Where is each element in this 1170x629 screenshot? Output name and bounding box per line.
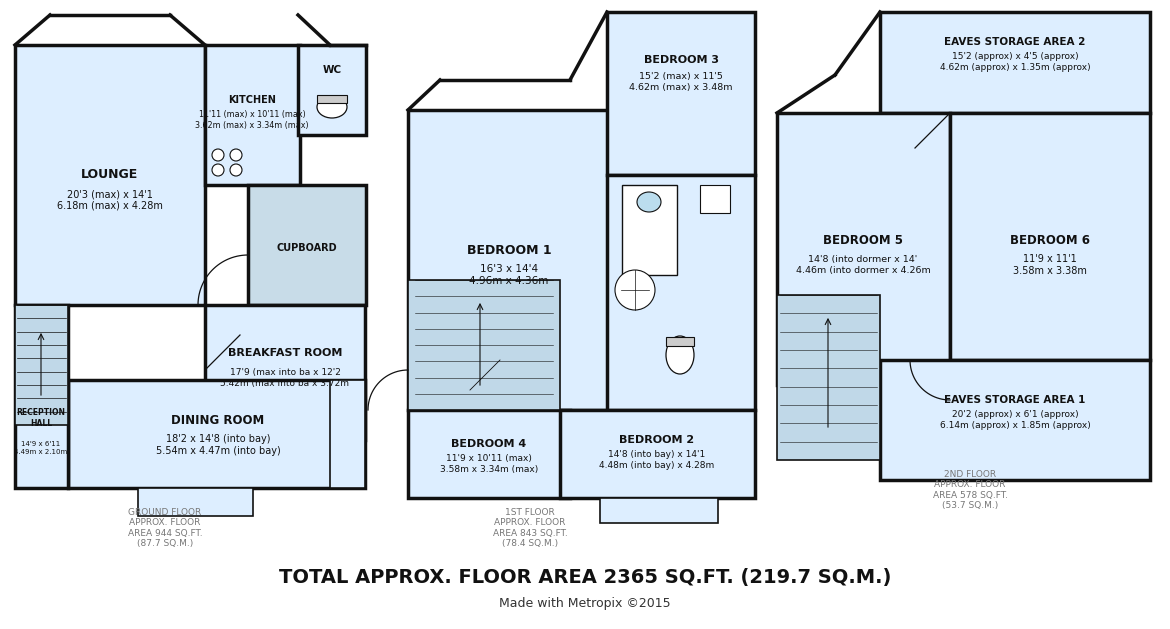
Circle shape: [230, 164, 242, 176]
Bar: [330, 380, 365, 488]
Text: 14'9 x 6'11
4.49m x 2.10m: 14'9 x 6'11 4.49m x 2.10m: [14, 442, 68, 455]
Text: BEDROOM 5: BEDROOM 5: [823, 233, 903, 247]
Bar: [298, 45, 366, 135]
Bar: [15, 305, 68, 488]
Bar: [15, 305, 68, 425]
Text: 14'8 (into bay) x 14'1
4.48m (into bay) x 4.28m: 14'8 (into bay) x 14'1 4.48m (into bay) …: [599, 450, 715, 470]
Text: 11'11 (max) x 10'11 (max)
3.62m (max) x 3.34m (max): 11'11 (max) x 10'11 (max) 3.62m (max) x …: [195, 110, 309, 130]
Bar: [950, 113, 1150, 360]
Bar: [622, 185, 677, 275]
Bar: [408, 410, 570, 498]
Text: 15'2 (max) x 11'5
4.62m (max) x 3.48m: 15'2 (max) x 11'5 4.62m (max) x 3.48m: [629, 72, 732, 92]
Bar: [607, 175, 755, 410]
Text: WC: WC: [323, 65, 342, 75]
Bar: [880, 12, 1150, 113]
Text: LOUNGE: LOUNGE: [82, 169, 138, 182]
Bar: [317, 95, 347, 103]
Text: 15'2 (approx) x 4'5 (approx)
4.62m (approx) x 1.35m (approx): 15'2 (approx) x 4'5 (approx) 4.62m (appr…: [940, 52, 1090, 72]
Text: 14'8 (into dormer x 14'
4.46m (into dormer x 4.26m: 14'8 (into dormer x 14' 4.46m (into dorm…: [796, 255, 930, 275]
Bar: [205, 305, 365, 440]
Bar: [248, 185, 366, 305]
Text: BEDROOM 3: BEDROOM 3: [644, 55, 718, 65]
Text: 18'2 x 14'8 (into bay)
5.54m x 4.47m (into bay): 18'2 x 14'8 (into bay) 5.54m x 4.47m (in…: [156, 434, 281, 456]
Circle shape: [212, 164, 223, 176]
Bar: [666, 337, 694, 346]
Ellipse shape: [666, 336, 694, 374]
Text: KITCHEN: KITCHEN: [228, 95, 276, 105]
Text: CUPBOARD: CUPBOARD: [276, 243, 337, 253]
Bar: [408, 280, 560, 410]
Text: BEDROOM 1: BEDROOM 1: [467, 243, 551, 257]
Bar: [777, 295, 880, 460]
Bar: [607, 12, 755, 175]
Bar: [138, 488, 253, 516]
Bar: [880, 360, 1150, 480]
Text: DINING ROOM: DINING ROOM: [171, 413, 264, 426]
Text: EAVES STORAGE AREA 2: EAVES STORAGE AREA 2: [944, 37, 1086, 47]
Text: 20'2 (approx) x 6'1 (approx)
6.14m (approx) x 1.85m (approx): 20'2 (approx) x 6'1 (approx) 6.14m (appr…: [940, 410, 1090, 430]
Text: BEDROOM 2: BEDROOM 2: [619, 435, 695, 445]
Text: 20'3 (max) x 14'1
6.18m (max) x 4.28m: 20'3 (max) x 14'1 6.18m (max) x 4.28m: [57, 189, 163, 211]
Ellipse shape: [317, 96, 347, 118]
Text: 1ST FLOOR
APPROX. FLOOR
AREA 843 SQ.FT.
(78.4 SQ.M.): 1ST FLOOR APPROX. FLOOR AREA 843 SQ.FT. …: [493, 508, 567, 548]
Circle shape: [615, 270, 655, 310]
Circle shape: [212, 149, 223, 161]
Bar: [600, 498, 718, 523]
Bar: [777, 113, 950, 385]
Bar: [700, 185, 730, 213]
Text: TOTAL APPROX. FLOOR AREA 2365 SQ.FT. (219.7 SQ.M.): TOTAL APPROX. FLOOR AREA 2365 SQ.FT. (21…: [278, 569, 892, 587]
Text: BEDROOM 4: BEDROOM 4: [452, 439, 526, 449]
Text: 16'3 x 14'4
4.96m x 4.36m: 16'3 x 14'4 4.96m x 4.36m: [469, 264, 549, 286]
Bar: [408, 110, 610, 410]
Text: EAVES STORAGE AREA 1: EAVES STORAGE AREA 1: [944, 395, 1086, 405]
Circle shape: [230, 149, 242, 161]
Text: BEDROOM 6: BEDROOM 6: [1010, 233, 1090, 247]
Text: 2ND FLOOR
APPROX. FLOOR
AREA 578 SQ.FT.
(53.7 SQ.M.): 2ND FLOOR APPROX. FLOOR AREA 578 SQ.FT. …: [932, 470, 1007, 510]
Text: BREAKFAST ROOM: BREAKFAST ROOM: [228, 348, 342, 358]
Text: Made with Metropix ©2015: Made with Metropix ©2015: [500, 596, 670, 610]
Bar: [560, 410, 755, 498]
Text: 11'9 x 11'1
3.58m x 3.38m: 11'9 x 11'1 3.58m x 3.38m: [1013, 254, 1087, 276]
Text: 11'9 x 10'11 (max)
3.58m x 3.34m (max): 11'9 x 10'11 (max) 3.58m x 3.34m (max): [440, 454, 538, 474]
Bar: [68, 380, 365, 488]
Text: 17'9 (max into ba x 12'2
5.42m (max into ba x 3.72m: 17'9 (max into ba x 12'2 5.42m (max into…: [220, 369, 350, 387]
Bar: [205, 45, 300, 185]
Bar: [15, 45, 205, 305]
Text: RECEPTION
HALL: RECEPTION HALL: [16, 408, 66, 428]
Text: GROUND FLOOR
APPROX. FLOOR
AREA 944 SQ.FT.
(87.7 SQ.M.): GROUND FLOOR APPROX. FLOOR AREA 944 SQ.F…: [128, 508, 202, 548]
Ellipse shape: [636, 192, 661, 212]
